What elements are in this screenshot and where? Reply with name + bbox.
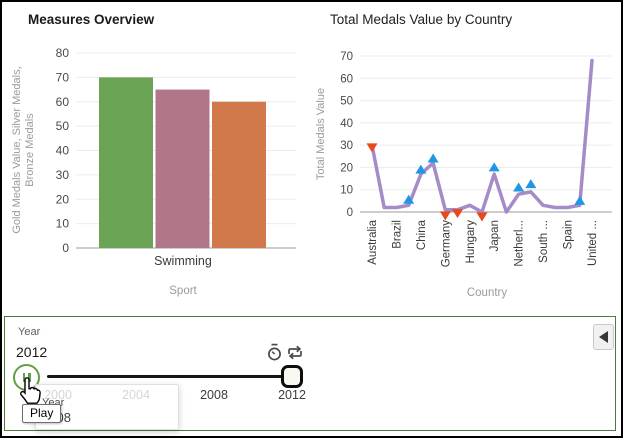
- slider-tick-2008: 2008: [200, 388, 228, 402]
- slider-handle[interactable]: [281, 365, 303, 388]
- timer-icon-glyph: [268, 343, 281, 361]
- y-tick-label: 40: [56, 144, 70, 158]
- y-tick-label: 0: [62, 241, 69, 255]
- y-tick-label: 20: [56, 192, 70, 206]
- y-tick-label: 50: [340, 96, 353, 108]
- line-chart: 0 10 20 30 40 50 60 70 Australia Brazil China Germa…: [315, 51, 612, 299]
- bar-chart: 0 10 20 30 40 50 60 70 80 Swimming Sport Gold Medal…: [11, 46, 296, 297]
- play-tooltip: Play: [22, 404, 62, 423]
- y-axis-title: Gold Medals Value, Silver Medals,: [11, 66, 23, 233]
- marker-down-triangle[interactable]: [439, 211, 451, 221]
- year-filter-panel: Year 2012 2000 2004: [4, 316, 616, 431]
- x-axis-title: Country: [467, 287, 508, 299]
- marker-down-triangle[interactable]: [452, 209, 464, 219]
- pause-icon: [22, 373, 31, 382]
- cursor-pointer-icon: [20, 377, 41, 404]
- slider-tick-2012: 2012: [278, 388, 306, 402]
- y-tick-label: 50: [56, 119, 70, 133]
- x-tick-label: Japan: [489, 220, 501, 251]
- timer-icon[interactable]: [266, 343, 283, 365]
- filter-current-value: 2012: [16, 344, 48, 360]
- cursor-hand-shape: [20, 377, 41, 404]
- y-tick-label: 60: [340, 73, 353, 85]
- tooltip-field-label: Year: [42, 397, 65, 409]
- x-tick-label: Germany: [440, 220, 452, 268]
- pause-bar: [28, 373, 31, 382]
- filter-field-label: Year: [18, 326, 41, 338]
- bar-bronze-medals[interactable]: [212, 101, 266, 248]
- line-chart-title: Total Medals Value by Country: [330, 12, 513, 27]
- y-tick-label: 30: [56, 168, 70, 182]
- bar-chart-title: Measures Overview: [28, 12, 155, 27]
- repeat-icon-glyph: [288, 345, 302, 360]
- x-tick-label: Australia: [367, 219, 379, 264]
- marker-up-triangle[interactable]: [574, 195, 586, 205]
- x-axis-title: Sport: [169, 285, 197, 297]
- x-category-label: Swimming: [154, 254, 212, 268]
- left-arrow-icon: [599, 331, 608, 343]
- bar-silver-medals[interactable]: [155, 89, 210, 248]
- y-tick-label: 40: [340, 118, 353, 130]
- y-tick-label: 0: [347, 207, 353, 219]
- repeat-icon[interactable]: [285, 343, 305, 365]
- collapse-panel-button[interactable]: [593, 324, 614, 350]
- pause-bar: [22, 373, 25, 382]
- marker-up-triangle[interactable]: [415, 164, 427, 174]
- line-series[interactable]: [370, 58, 594, 214]
- slider-track[interactable]: [47, 375, 294, 378]
- marker-up-triangle[interactable]: [427, 153, 439, 163]
- x-tick-label: China: [416, 219, 428, 250]
- x-tick-label: Netherl...: [514, 220, 526, 267]
- y-tick-label: 10: [56, 217, 70, 231]
- y-tick-label: 70: [56, 70, 70, 84]
- marker-up-triangle[interactable]: [525, 179, 537, 189]
- x-tick-label: Spain: [563, 220, 575, 249]
- x-tick-label: Brazil: [391, 220, 403, 249]
- y-tick-label: 60: [56, 95, 70, 109]
- y-tick-label: 70: [340, 51, 353, 63]
- marker-up-triangle[interactable]: [488, 162, 500, 172]
- marker-up-triangle[interactable]: [513, 182, 525, 192]
- y-tick-label: 20: [340, 162, 353, 174]
- marker-up-triangle[interactable]: [403, 194, 415, 204]
- y-tick-label: 80: [56, 46, 70, 60]
- tooltip-value: 2008: [42, 410, 178, 425]
- y-tick-label: 10: [340, 185, 353, 197]
- marker-down-triangle[interactable]: [476, 212, 488, 222]
- bar-gold-medals-value[interactable]: [99, 77, 153, 248]
- y-axis-title: Total Medals Value: [315, 88, 327, 180]
- x-tick-label: United ...: [587, 220, 599, 266]
- y-axis-title: Bronze Medals: [24, 113, 36, 187]
- x-tick-label: Hungary: [465, 220, 477, 264]
- x-tick-label: South ...: [538, 220, 550, 263]
- marker-down-triangle[interactable]: [366, 143, 378, 153]
- y-tick-label: 30: [340, 140, 353, 152]
